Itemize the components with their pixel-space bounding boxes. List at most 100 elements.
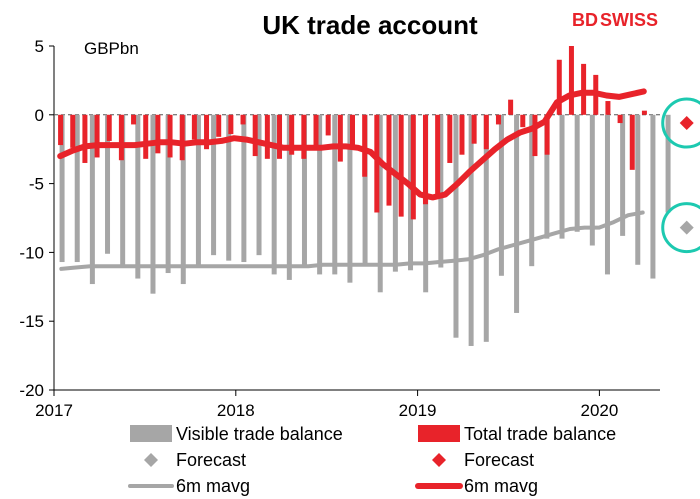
total-balance-bar bbox=[422, 114, 428, 205]
visible-balance-bar bbox=[362, 114, 368, 267]
visible-balance-bar bbox=[650, 114, 656, 279]
legend-item: Forecast bbox=[144, 450, 246, 470]
total-balance-bar bbox=[556, 59, 562, 115]
y-tick-label: -10 bbox=[19, 243, 44, 262]
total-balance-bar bbox=[337, 114, 343, 162]
total-balance-bar bbox=[131, 114, 137, 125]
total-balance-bar bbox=[532, 114, 538, 157]
visible-balance-bar bbox=[180, 114, 186, 285]
visible-balance-bar bbox=[332, 114, 338, 275]
visible-balance-bar bbox=[574, 114, 580, 232]
legend-swatch-diamond bbox=[144, 453, 158, 467]
total-balance-bar bbox=[581, 63, 587, 115]
x-tick-label: 2019 bbox=[399, 401, 437, 420]
visible-balance-bar bbox=[241, 114, 247, 263]
y-tick-label: -15 bbox=[19, 312, 44, 331]
total-balance-bar bbox=[289, 114, 295, 155]
visible-balance-bar bbox=[105, 114, 111, 254]
total-balance-bar bbox=[204, 114, 210, 150]
visible-balance-bar bbox=[665, 114, 671, 213]
visible-balance-bar bbox=[271, 114, 277, 275]
total-balance-bar bbox=[374, 114, 380, 213]
visible-balance-bar bbox=[438, 114, 444, 268]
visible-balance-bar bbox=[483, 114, 489, 342]
visible-balance-bar bbox=[195, 114, 201, 267]
total-balance-bar bbox=[568, 46, 574, 115]
legend-item: Forecast bbox=[432, 450, 534, 470]
total-balance-bar bbox=[520, 114, 526, 128]
legend-item: 6m mavg bbox=[128, 476, 250, 496]
y-tick-label: -5 bbox=[29, 175, 44, 194]
total-balance-bar bbox=[325, 114, 331, 136]
total-balance-bar bbox=[264, 114, 270, 159]
visible-balance-bar bbox=[589, 114, 595, 246]
legend-label: Visible trade balance bbox=[176, 424, 343, 444]
legend-label: 6m mavg bbox=[176, 476, 250, 496]
total-balance-bar bbox=[544, 114, 550, 155]
total-balance-bar bbox=[106, 114, 112, 141]
visible-balance-bar bbox=[559, 114, 565, 239]
y-tick-label: -20 bbox=[19, 381, 44, 400]
visible-balance-bar bbox=[514, 114, 520, 313]
x-tick-label: 2018 bbox=[217, 401, 255, 420]
total-balance-bar bbox=[301, 114, 307, 159]
brand-logo-name: SWISS bbox=[600, 10, 658, 30]
total-mavg-line bbox=[57, 88, 647, 201]
visible-balance-bar bbox=[226, 114, 232, 261]
visible-balance-bar bbox=[544, 114, 550, 239]
visible-balance-bar bbox=[89, 114, 95, 285]
total-balance-bar bbox=[94, 114, 100, 158]
forecast-highlight-circle bbox=[661, 202, 700, 254]
visible-balance-bar bbox=[317, 114, 323, 275]
visible-balance-bar bbox=[468, 114, 474, 346]
total-balance-bar bbox=[495, 114, 501, 125]
visible-balance-bar bbox=[165, 114, 171, 274]
visible-forecast-marker bbox=[679, 220, 694, 235]
total-balance-bar bbox=[350, 114, 355, 150]
total-balance-bar bbox=[386, 114, 392, 206]
total-balance-bar bbox=[617, 114, 623, 124]
total-balance-bar bbox=[240, 114, 246, 125]
legend-item: 6m mavg bbox=[415, 476, 538, 496]
legend-swatch-diamond bbox=[432, 453, 446, 467]
total-balance-bar bbox=[277, 114, 283, 159]
total-balance-bar bbox=[118, 114, 124, 161]
legend-label: 6m mavg bbox=[464, 476, 538, 496]
x-tick-label: 2017 bbox=[35, 401, 73, 420]
total-balance-bar bbox=[459, 114, 465, 155]
total-balance-bar bbox=[471, 114, 477, 144]
legend: Visible trade balance Total trade balance… bbox=[128, 424, 616, 496]
total-balance-bar bbox=[216, 114, 222, 137]
total-balance-bar bbox=[605, 101, 611, 115]
total-balance-bar bbox=[191, 114, 197, 140]
visible-balance-bar bbox=[286, 114, 292, 280]
unit-label: GBPbn bbox=[84, 39, 139, 58]
visible-balance-bar bbox=[211, 114, 217, 256]
total-balance-bar bbox=[155, 114, 161, 154]
brand-logo-prefix: BD bbox=[572, 10, 598, 30]
visible-balance-bar bbox=[392, 114, 398, 272]
legend-label: Total trade balance bbox=[464, 424, 616, 444]
total-balance-bar bbox=[362, 114, 368, 177]
total-balance-bar bbox=[228, 114, 234, 135]
visible-balance-bar bbox=[59, 114, 65, 263]
total-balance-bar bbox=[58, 114, 64, 146]
legend-label: Forecast bbox=[176, 450, 246, 470]
legend-swatch-bar bbox=[130, 425, 172, 442]
visible-balance-bar bbox=[604, 114, 610, 275]
legend-swatch-bar bbox=[418, 425, 460, 442]
total-balance-bar bbox=[410, 114, 416, 220]
legend-item: Total trade balance bbox=[418, 424, 616, 444]
forecast-highlight-circle bbox=[661, 97, 700, 149]
total-balance-bar bbox=[179, 114, 185, 161]
brand-logo: BD SWISS bbox=[572, 10, 658, 30]
total-forecast-marker bbox=[679, 116, 694, 131]
visible-balance-bar bbox=[256, 114, 262, 256]
visible-balance-bar bbox=[453, 114, 459, 338]
visible-balance-bar bbox=[408, 114, 414, 271]
total-balance-bar bbox=[252, 114, 258, 157]
visible-balance-bar bbox=[301, 114, 307, 267]
total-balance-bar bbox=[447, 114, 453, 163]
total-balance-bar bbox=[508, 99, 514, 115]
